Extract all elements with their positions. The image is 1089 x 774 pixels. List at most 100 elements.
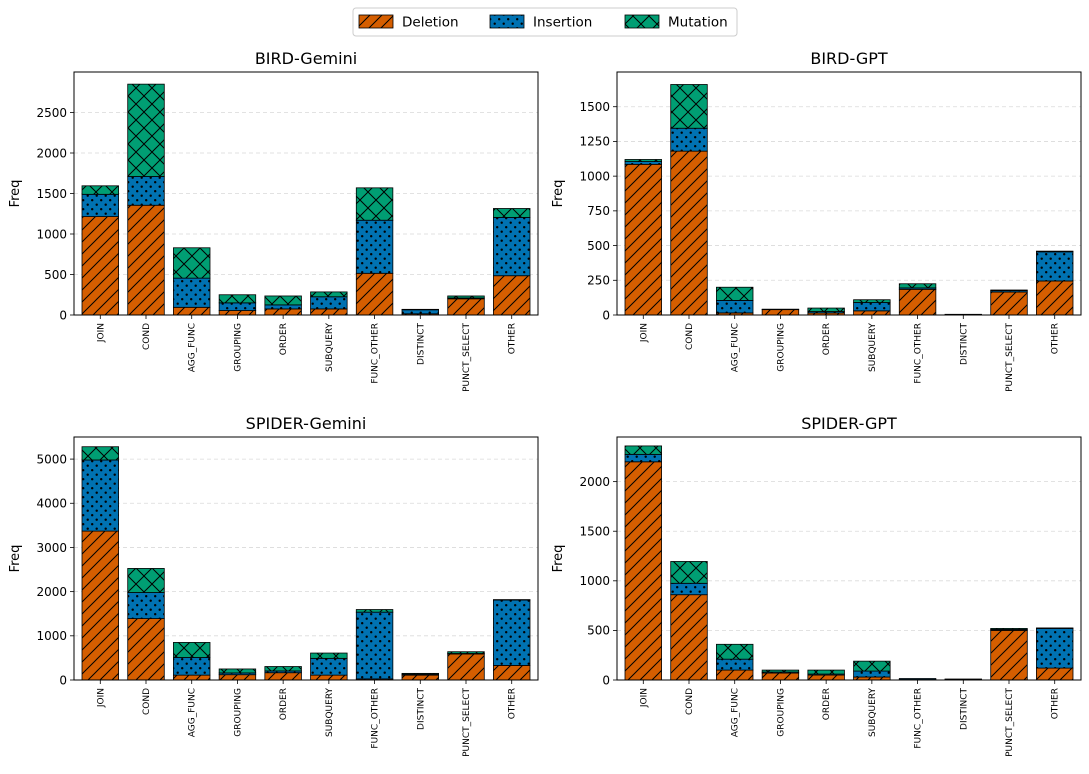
bar-mutation-other <box>493 208 531 218</box>
y-tick-label: 2000 <box>36 585 67 599</box>
x-tick-label: GROUPING <box>233 688 243 737</box>
x-tick-label: DISTINCT <box>959 688 969 730</box>
y-tick-label: 1000 <box>36 629 67 643</box>
y-tick-label: 500 <box>587 624 610 638</box>
bar-mutation-join <box>624 445 662 455</box>
x-tick-label: GROUPING <box>233 323 243 372</box>
x-tick-label: FUNC_OTHER <box>914 323 924 384</box>
bar-deletion-func-other <box>355 272 394 316</box>
bar-deletion-cond <box>670 594 708 681</box>
x-tick-label: PUNCT_SELECT <box>462 688 472 757</box>
x-tick-label: JOIN <box>639 688 649 708</box>
y-tick-label: 1500 <box>36 187 67 201</box>
bar-insertion-subquery <box>853 302 891 312</box>
bar-mutation-grouping <box>761 308 800 311</box>
y-axis-label: Freq <box>551 180 566 208</box>
chart-title: BIRD-Gemini <box>255 49 357 68</box>
bar-mutation-func-other <box>355 187 394 221</box>
bar-deletion-other <box>1036 280 1074 316</box>
chart-panel-spider-gpt: JOIN COND AGG_FUNC GROUPING ORDER SUBQUERY FUN… <box>551 414 1082 757</box>
bar-mutation-agg-func <box>716 286 754 301</box>
bar-mutation-distinct <box>401 308 439 311</box>
bar-insertion-func-other <box>355 611 394 680</box>
x-tick-label: OTHER <box>508 688 518 719</box>
bar-insertion-subquery <box>310 657 348 676</box>
x-tick-label: PUNCT_SELECT <box>1005 323 1015 392</box>
bar-deletion-agg-func <box>716 669 754 681</box>
bar-mutation-cond <box>127 568 165 593</box>
legend-label-deletion: Deletion <box>402 15 459 31</box>
x-tick-label: SUBQUERY <box>325 688 335 738</box>
x-tick-label: SUBQUERY <box>868 323 878 373</box>
x-tick-label: PUNCT_SELECT <box>462 323 472 392</box>
y-tick-label: 2000 <box>36 146 67 160</box>
plot-frame <box>73 436 539 681</box>
x-tick-label: SUBQUERY <box>868 688 878 738</box>
bar-deletion-punct-select <box>990 291 1028 316</box>
y-tick-label: 1000 <box>579 574 610 588</box>
bar-mutation-grouping <box>218 668 257 674</box>
bar-insertion-join <box>81 193 119 217</box>
x-tick-label: OTHER <box>508 323 518 354</box>
legend-label-insertion: Insertion <box>533 15 592 31</box>
bar-deletion-other <box>1036 667 1074 681</box>
bar-insertion-agg-func <box>716 658 754 671</box>
legend-entry-deletion: Deletion <box>358 14 459 31</box>
x-tick-label: AGG_FUNC <box>731 688 741 737</box>
x-tick-label: JOIN <box>639 323 649 343</box>
bar-mutation-punct-select <box>990 289 1028 292</box>
y-tick-label: 3000 <box>36 541 67 555</box>
chart-panel-bird-gpt: JOIN COND AGG_FUNC GROUPING ORDER SUBQUERY FUN… <box>551 49 1082 392</box>
bar-deletion-order <box>807 674 845 681</box>
bar-mutation-order <box>264 666 302 672</box>
bar-insertion-other <box>493 216 531 277</box>
bar-mutation-agg-func <box>716 643 754 660</box>
plot-frame <box>616 436 1082 681</box>
bar-mutation-subquery <box>853 299 891 303</box>
bar-deletion-subquery <box>310 308 348 316</box>
bar-mutation-other <box>1036 627 1074 629</box>
bar-mutation-subquery <box>853 660 891 672</box>
bar-mutation-cond <box>670 561 708 584</box>
bar-mutation-punct-select <box>990 628 1028 630</box>
bar-mutation-cond <box>670 84 708 129</box>
chart-title: SPIDER-GPT <box>801 414 897 433</box>
bar-mutation-order <box>807 307 845 312</box>
x-tick-label: AGG_FUNC <box>188 688 198 737</box>
y-axis-label: Freq <box>551 545 566 573</box>
bar-mutation-punct-select <box>447 651 485 654</box>
x-tick-label: SUBQUERY <box>325 323 335 373</box>
bar-mutation-order <box>264 295 302 306</box>
x-tick-label: ORDER <box>822 323 832 355</box>
x-tick-label: FUNC_OTHER <box>371 688 381 749</box>
y-tick-label: 0 <box>602 308 610 322</box>
bar-insertion-func-other <box>355 219 394 274</box>
y-tick-label: 500 <box>44 268 67 282</box>
x-tick-label: AGG_FUNC <box>731 323 741 372</box>
x-tick-label: DISTINCT <box>416 323 426 365</box>
bar-mutation-agg-func <box>173 642 211 658</box>
bar-insertion-join <box>81 459 119 532</box>
x-tick-label: COND <box>685 323 695 350</box>
bar-deletion-order <box>264 672 302 681</box>
x-tick-label: JOIN <box>96 688 106 708</box>
bar-mutation-grouping <box>761 669 800 673</box>
bar-deletion-func-other <box>898 288 937 316</box>
bar-deletion-join <box>81 530 119 681</box>
bar-deletion-punct-select <box>447 653 485 681</box>
plot-frame <box>616 71 1082 316</box>
bar-mutation-order <box>807 669 845 675</box>
x-tick-label: ORDER <box>279 688 289 720</box>
bar-deletion-grouping <box>761 672 800 681</box>
legend-swatch-deletion <box>358 14 394 29</box>
chart-panel-spider-gemini: JOIN COND AGG_FUNC GROUPING ORDER SUBQUERY FUN… <box>8 414 539 757</box>
bar-insertion-agg-func <box>716 300 754 314</box>
bar-mutation-other <box>493 599 531 601</box>
chart-title: SPIDER-Gemini <box>246 414 367 433</box>
y-tick-label: 2000 <box>579 475 610 489</box>
bar-mutation-subquery <box>310 652 348 659</box>
x-tick-label: OTHER <box>1051 688 1061 719</box>
y-tick-label: 2500 <box>36 106 67 120</box>
bar-insertion-cond <box>127 176 165 206</box>
bar-deletion-grouping <box>218 310 257 316</box>
